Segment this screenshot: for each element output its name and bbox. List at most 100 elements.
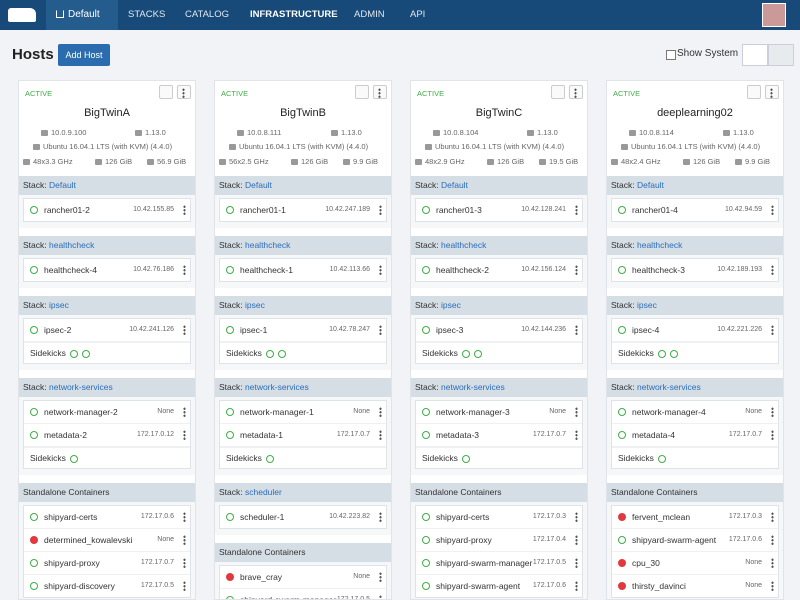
menu-button[interactable] bbox=[183, 512, 186, 522]
container-row[interactable]: fervent_mclean 172.17.0.3 bbox=[612, 506, 778, 529]
stack-name[interactable]: network-services bbox=[49, 382, 113, 392]
container-row[interactable]: determined_kowalevski None bbox=[24, 529, 190, 552]
menu-item[interactable]: CATALOG bbox=[185, 9, 229, 20]
menu-button[interactable] bbox=[183, 325, 186, 335]
menu-button[interactable] bbox=[183, 581, 186, 591]
menu-item[interactable]: API bbox=[410, 9, 426, 20]
pause-button[interactable] bbox=[551, 85, 565, 99]
stack-name[interactable]: Default bbox=[637, 180, 664, 190]
stack-name[interactable]: network-services bbox=[441, 382, 505, 392]
stack-name[interactable]: scheduler bbox=[245, 487, 282, 497]
menu-item[interactable]: INFRASTRUCTURE bbox=[250, 9, 338, 20]
view-button[interactable] bbox=[768, 44, 794, 66]
menu-button[interactable] bbox=[575, 325, 578, 335]
container-row[interactable]: ipsec-2 10.42.241.126 bbox=[24, 319, 190, 342]
stack-name[interactable]: Default bbox=[245, 180, 272, 190]
logo[interactable] bbox=[8, 8, 36, 22]
container-row[interactable]: network-manager-2 None bbox=[24, 401, 190, 424]
menu-button[interactable] bbox=[575, 205, 578, 215]
stack-name[interactable]: ipsec bbox=[637, 300, 657, 310]
stack-name[interactable]: Default bbox=[441, 180, 468, 190]
container-row[interactable]: shipyard-swarm-agent 172.17.0.6 bbox=[612, 529, 778, 552]
menu-button[interactable] bbox=[379, 407, 382, 417]
menu-button[interactable] bbox=[771, 581, 774, 591]
container-row[interactable]: shipyard-swarm-manager 172.17.0.5 bbox=[416, 552, 582, 575]
menu-button[interactable] bbox=[379, 595, 382, 599]
stack-name[interactable]: ipsec bbox=[245, 300, 265, 310]
container-row[interactable]: shipyard-certs 172.17.0.3 bbox=[416, 506, 582, 529]
container-row[interactable]: rancher01-4 10.42.94.59 bbox=[612, 199, 778, 221]
stack-name[interactable]: network-services bbox=[245, 382, 309, 392]
menu-button[interactable] bbox=[771, 407, 774, 417]
menu-button[interactable] bbox=[183, 535, 186, 545]
stack-name[interactable]: network-services bbox=[637, 382, 701, 392]
container-row[interactable]: healthcheck-4 10.42.76.186 bbox=[24, 259, 190, 281]
container-row[interactable]: rancher01-1 10.42.247.189 bbox=[220, 199, 386, 221]
container-row[interactable]: brave_cray None bbox=[220, 566, 386, 589]
container-row[interactable]: metadata-3 172.17.0.7 bbox=[416, 424, 582, 447]
environment-tab[interactable]: Default bbox=[46, 0, 118, 30]
menu-button[interactable] bbox=[575, 430, 578, 440]
menu-button[interactable] bbox=[379, 325, 382, 335]
container-row[interactable]: thirsty_davinci None bbox=[612, 575, 778, 597]
container-row[interactable]: healthcheck-2 10.42.156.124 bbox=[416, 259, 582, 281]
add-host-button[interactable]: Add Host bbox=[58, 44, 110, 66]
menu-button[interactable] bbox=[379, 205, 382, 215]
menu-button[interactable] bbox=[379, 265, 382, 275]
menu-button[interactable] bbox=[183, 430, 186, 440]
container-row[interactable]: metadata-4 172.17.0.7 bbox=[612, 424, 778, 447]
pause-button[interactable] bbox=[355, 85, 369, 99]
container-row[interactable]: shipyard-certs 172.17.0.6 bbox=[24, 506, 190, 529]
container-row[interactable]: shipyard-proxy 172.17.0.7 bbox=[24, 552, 190, 575]
menu-button[interactable] bbox=[183, 265, 186, 275]
menu-button[interactable] bbox=[379, 430, 382, 440]
container-row[interactable]: ipsec-4 10.42.221.226 bbox=[612, 319, 778, 342]
more-button[interactable] bbox=[373, 85, 387, 99]
container-row[interactable]: network-manager-4 None bbox=[612, 401, 778, 424]
stack-name[interactable]: healthcheck bbox=[245, 240, 291, 250]
container-row[interactable]: healthcheck-3 10.42.189.193 bbox=[612, 259, 778, 281]
menu-button[interactable] bbox=[575, 558, 578, 568]
container-row[interactable]: shipyard-proxy 172.17.0.4 bbox=[416, 529, 582, 552]
view-button[interactable] bbox=[742, 44, 768, 66]
menu-button[interactable] bbox=[183, 558, 186, 568]
menu-button[interactable] bbox=[575, 407, 578, 417]
container-row[interactable]: shipyard-swarm-manager 172.17.0.5 bbox=[220, 589, 386, 599]
container-row[interactable]: shipyard-discovery 172.17.0.5 bbox=[24, 575, 190, 597]
more-button[interactable] bbox=[569, 85, 583, 99]
menu-button[interactable] bbox=[771, 325, 774, 335]
more-button[interactable] bbox=[765, 85, 779, 99]
more-button[interactable] bbox=[177, 85, 191, 99]
pause-button[interactable] bbox=[747, 85, 761, 99]
menu-button[interactable] bbox=[771, 265, 774, 275]
stack-name[interactable]: ipsec bbox=[49, 300, 69, 310]
stack-name[interactable]: healthcheck bbox=[49, 240, 95, 250]
menu-button[interactable] bbox=[379, 572, 382, 582]
menu-button[interactable] bbox=[575, 581, 578, 591]
container-row[interactable]: ipsec-3 10.42.144.236 bbox=[416, 319, 582, 342]
menu-button[interactable] bbox=[183, 407, 186, 417]
container-row[interactable]: ipsec-1 10.42.78.247 bbox=[220, 319, 386, 342]
menu-item[interactable]: ADMIN bbox=[354, 9, 385, 20]
container-row[interactable]: healthcheck-1 10.42.113.66 bbox=[220, 259, 386, 281]
show-system-checkbox[interactable] bbox=[666, 50, 676, 60]
container-row[interactable]: metadata-2 172.17.0.12 bbox=[24, 424, 190, 447]
menu-button[interactable] bbox=[771, 512, 774, 522]
menu-button[interactable] bbox=[183, 205, 186, 215]
container-row[interactable]: network-manager-3 None bbox=[416, 401, 582, 424]
menu-item[interactable]: STACKS bbox=[128, 9, 166, 20]
container-row[interactable]: scheduler-1 10.42.223.82 bbox=[220, 506, 386, 528]
menu-button[interactable] bbox=[771, 430, 774, 440]
container-row[interactable]: rancher01-2 10.42.155.85 bbox=[24, 199, 190, 221]
menu-button[interactable] bbox=[379, 512, 382, 522]
container-row[interactable]: cpu_30 None bbox=[612, 552, 778, 575]
container-row[interactable]: rancher01-3 10.42.128.241 bbox=[416, 199, 582, 221]
container-row[interactable]: shipyard-swarm-agent 172.17.0.6 bbox=[416, 575, 582, 597]
pause-button[interactable] bbox=[159, 85, 173, 99]
show-system-label[interactable]: Show System bbox=[677, 48, 739, 59]
stack-name[interactable]: healthcheck bbox=[441, 240, 487, 250]
stack-name[interactable]: Default bbox=[49, 180, 76, 190]
menu-button[interactable] bbox=[575, 512, 578, 522]
menu-button[interactable] bbox=[771, 558, 774, 568]
stack-name[interactable]: ipsec bbox=[441, 300, 461, 310]
